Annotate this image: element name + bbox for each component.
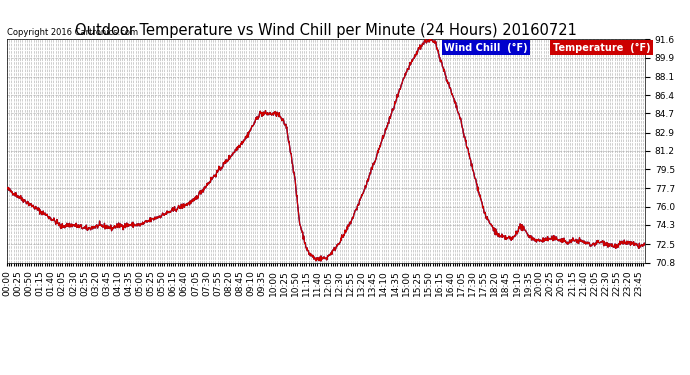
Title: Outdoor Temperature vs Wind Chill per Minute (24 Hours) 20160721: Outdoor Temperature vs Wind Chill per Mi…	[75, 23, 577, 38]
Text: Temperature  (°F): Temperature (°F)	[553, 43, 650, 53]
Text: Wind Chill  (°F): Wind Chill (°F)	[444, 43, 528, 53]
Text: Copyright 2016 Cartronics.com: Copyright 2016 Cartronics.com	[7, 28, 138, 37]
